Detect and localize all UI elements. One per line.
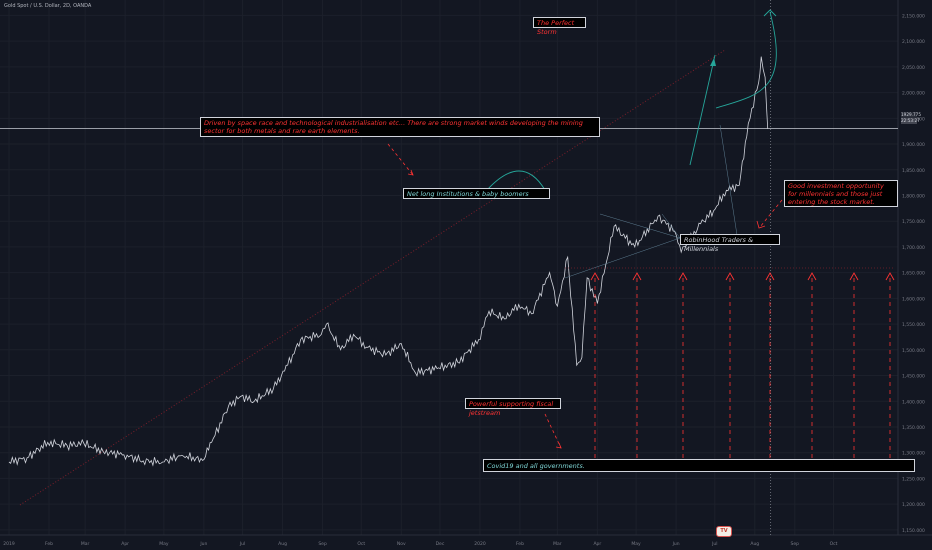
- red-up-arrowhead: [725, 272, 735, 281]
- x-tick-label: Aug: [278, 541, 287, 547]
- y-tick-label: 2,000.000: [902, 91, 925, 97]
- y-tick-label: 1,350.000: [902, 425, 925, 431]
- red-up-arrowhead: [590, 272, 600, 281]
- y-tick-label: 1,150.000: [902, 528, 925, 534]
- x-tick-label: Jul: [711, 541, 717, 547]
- x-tick-label: 2020: [474, 541, 486, 547]
- fan-line: [661, 213, 681, 239]
- y-tick-label: 1,750.000: [902, 219, 925, 225]
- current-price-label: 1929.775: [901, 112, 921, 118]
- y-tick-label: 1,900.000: [902, 142, 925, 148]
- y-tick-label: 1,400.000: [902, 399, 925, 405]
- x-tick-label: Jun: [672, 541, 680, 547]
- teal-arc-net-long: [486, 170, 546, 191]
- trend-dotted-line: [19, 49, 726, 506]
- y-tick-label: 1,250.000: [902, 476, 925, 482]
- y-tick-label: 1,600.000: [902, 296, 925, 302]
- x-tick-label: 2019: [3, 541, 15, 547]
- annotation-perfect-storm[interactable]: The Perfect Storm: [533, 17, 586, 36]
- y-tick-label: 1,200.000: [902, 502, 925, 508]
- red-up-arrowhead: [632, 272, 642, 281]
- y-tick-label: 1,850.000: [902, 168, 925, 174]
- y-tick-label: 2,150.000: [902, 13, 925, 19]
- teal-curve-projection: [715, 11, 777, 109]
- x-tick-label: Feb: [45, 541, 53, 547]
- teal-curve-up: [689, 54, 716, 166]
- teal-peak-marker: [710, 58, 716, 66]
- fan-line: [564, 237, 681, 279]
- x-tick-label: Aug: [750, 541, 759, 547]
- annotation-robinhood[interactable]: RobinHood Traders & Millennials: [680, 234, 780, 253]
- annotation-driven-by[interactable]: Driven by space race and technological i…: [200, 117, 600, 137]
- red-up-arrowhead: [885, 272, 895, 281]
- annotation-covid[interactable]: Covid19 and all governments.: [483, 459, 915, 472]
- y-tick-label: 2,050.000: [902, 65, 925, 71]
- x-tick-label: Oct: [357, 541, 365, 547]
- y-tick-label: 1,450.000: [902, 374, 925, 380]
- x-tick-label: May: [631, 541, 641, 547]
- red-arrow-driven-by-head: [407, 169, 414, 176]
- x-tick-label: Feb: [516, 541, 524, 547]
- y-tick-label: 1,550.000: [902, 322, 925, 328]
- x-tick-label: Jun: [199, 541, 207, 547]
- fan-line: [719, 124, 738, 236]
- x-tick-label: Oct: [830, 541, 838, 547]
- annotation-fiscal-jetstream[interactable]: Powerful supporting fiscal jetstream: [465, 398, 561, 417]
- tradingview-logo-text: TV: [720, 528, 728, 534]
- x-tick-label: Apr: [121, 541, 129, 547]
- symbol-header: Gold Spot / U.S. Dollar, 2D, OANDA: [4, 3, 92, 9]
- red-up-arrowhead: [849, 272, 859, 281]
- red-arrow-good-investment-head: [756, 220, 766, 229]
- y-tick-label: 2,100.000: [902, 39, 925, 45]
- red-up-arrowhead: [765, 272, 775, 281]
- y-tick-label: 1,500.000: [902, 348, 925, 354]
- x-tick-label: Mar: [81, 541, 90, 547]
- x-tick-label: Sep: [791, 541, 800, 547]
- time-axis: [0, 535, 932, 550]
- x-tick-label: May: [159, 541, 169, 547]
- x-tick-label: Sep: [318, 541, 327, 547]
- countdown-label: 22:53:27: [901, 118, 920, 124]
- x-tick-label: Jul: [239, 541, 245, 547]
- x-tick-label: Dec: [436, 541, 445, 547]
- red-arrow-driven-by: [387, 143, 414, 176]
- tradingview-logo[interactable]: TV: [716, 526, 732, 537]
- fan-line: [599, 213, 681, 239]
- red-arrow-fiscal: [544, 413, 562, 449]
- y-tick-label: 1,650.000: [902, 271, 925, 277]
- red-up-arrowhead: [678, 272, 688, 281]
- price-axis: [898, 0, 932, 550]
- x-tick-label: Nov: [397, 541, 406, 547]
- red-arrow-fiscal-head: [555, 442, 562, 449]
- red-up-arrowhead: [807, 272, 817, 281]
- x-tick-label: Mar: [553, 541, 562, 547]
- y-tick-label: 1,300.000: [902, 451, 925, 457]
- y-tick-label: 1,800.000: [902, 193, 925, 199]
- annotation-net-long[interactable]: Net long Institutions & baby boomers: [403, 188, 550, 199]
- price-series-line: [8, 56, 769, 467]
- x-tick-label: Apr: [593, 541, 601, 547]
- y-tick-label: 1,700.000: [902, 245, 925, 251]
- annotation-good-investment[interactable]: Good investment opportunity for millenni…: [784, 180, 898, 207]
- teal-arrowhead: [763, 9, 777, 17]
